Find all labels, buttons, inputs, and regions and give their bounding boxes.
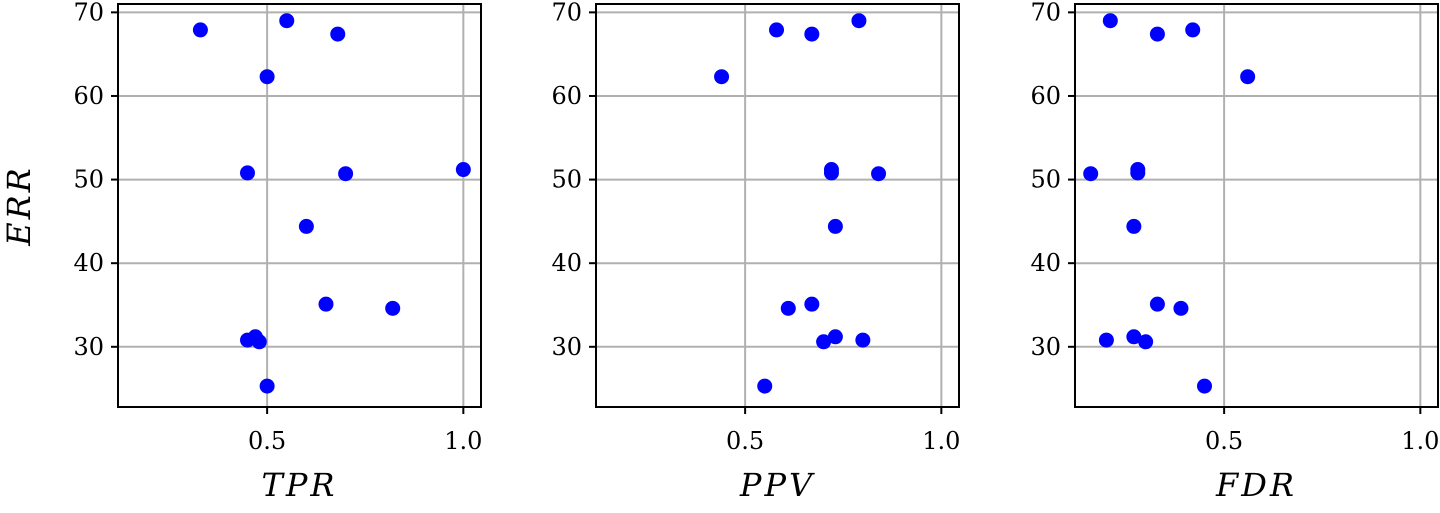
- data-point: [757, 378, 773, 394]
- data-point: [823, 165, 839, 181]
- panel-tpr: 0.5 1.0 30 40 50 60 70 TPR ERR: [0, 0, 482, 504]
- data-point: [455, 162, 471, 178]
- y-axis-label: ERR: [0, 165, 38, 247]
- data-point: [318, 296, 334, 312]
- y-tick-label: 30: [1030, 333, 1061, 361]
- data-point: [804, 26, 820, 42]
- data-point: [1126, 218, 1142, 234]
- data-point: [338, 166, 354, 182]
- plot-frame: [595, 3, 960, 408]
- data-point: [1173, 300, 1189, 316]
- y-tick-label: 50: [1030, 166, 1061, 194]
- data-point: [1098, 332, 1114, 348]
- data-point: [1126, 329, 1142, 345]
- data-point: [1138, 334, 1154, 350]
- x-tick-label: 0.5: [1205, 427, 1243, 455]
- data-point: [259, 378, 275, 394]
- data-point: [804, 296, 820, 312]
- data-point: [769, 22, 785, 38]
- data-point: [251, 334, 267, 350]
- y-tick-label: 40: [1030, 249, 1061, 277]
- data-point: [1185, 22, 1201, 38]
- y-tick-label: 40: [551, 249, 582, 277]
- data-point: [871, 166, 887, 182]
- data-point: [298, 218, 314, 234]
- data-point: [827, 329, 843, 345]
- x-tick-label: 1.0: [922, 427, 960, 455]
- y-tick-label: 60: [551, 82, 582, 110]
- data-point: [780, 300, 796, 316]
- y-tick-label: 30: [73, 333, 104, 361]
- x-tick-label: 0.5: [248, 427, 286, 455]
- data-point: [816, 334, 832, 350]
- y-tick-label: 60: [1030, 82, 1061, 110]
- x-axis-label-fdr: FDR: [1215, 466, 1297, 504]
- data-point: [385, 300, 401, 316]
- plot-frame: [117, 3, 482, 408]
- y-tick-label: 50: [551, 166, 582, 194]
- data-point: [851, 13, 867, 29]
- y-tick-label: 60: [73, 82, 104, 110]
- x-axis-label-ppv: PPV: [739, 466, 815, 504]
- y-tick-label: 50: [73, 166, 104, 194]
- data-point: [192, 22, 208, 38]
- data-point: [1149, 296, 1165, 312]
- data-point: [259, 69, 275, 85]
- data-point: [1102, 13, 1118, 29]
- plot-frame: [1074, 3, 1439, 408]
- x-axis-label-tpr: TPR: [262, 466, 338, 504]
- data-point: [1149, 26, 1165, 42]
- data-point: [240, 165, 256, 181]
- panel-fdr: 0.5 1.0 30 40 50 60 70 FDR: [1030, 0, 1439, 504]
- y-tick-label: 70: [73, 0, 104, 26]
- x-tick-label: 1.0: [1401, 427, 1439, 455]
- data-point: [1240, 69, 1256, 85]
- data-point: [855, 332, 871, 348]
- data-point: [827, 218, 843, 234]
- data-point: [330, 26, 346, 42]
- x-tick-label: 0.5: [726, 427, 764, 455]
- y-tick-label: 70: [1030, 0, 1061, 26]
- x-tick-label: 1.0: [444, 427, 482, 455]
- data-point: [1083, 166, 1099, 182]
- y-tick-label: 40: [73, 249, 104, 277]
- data-point: [279, 13, 295, 29]
- data-point: [1197, 378, 1213, 394]
- data-point: [1130, 165, 1146, 181]
- panel-ppv: 0.5 1.0 30 40 50 60 70 PPV: [551, 0, 960, 504]
- data-point: [714, 69, 730, 85]
- y-tick-label: 30: [551, 333, 582, 361]
- y-tick-label: 70: [551, 0, 582, 26]
